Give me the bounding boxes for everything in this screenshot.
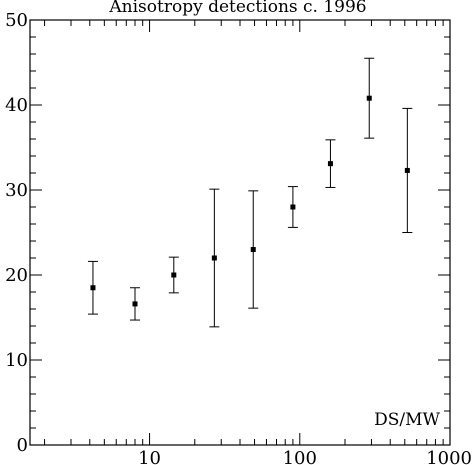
y-tick-label: 40 bbox=[5, 95, 28, 116]
point-marker bbox=[327, 161, 333, 167]
point-marker bbox=[366, 95, 372, 101]
data-points bbox=[87, 57, 413, 328]
plot-frame bbox=[29, 19, 451, 446]
dataset-annotation: DS/MW bbox=[374, 410, 440, 430]
y-tick-label: 20 bbox=[5, 265, 28, 286]
y-tick-label: 0 bbox=[17, 435, 28, 456]
point-marker bbox=[250, 247, 256, 252]
data-point bbox=[248, 190, 259, 309]
point-marker bbox=[211, 255, 217, 261]
data-point bbox=[130, 287, 140, 321]
y-tick-label: 10 bbox=[5, 350, 28, 371]
axis-tick-labels: 0 10 20 30 40 50 10 100 1000 bbox=[5, 10, 472, 465]
data-point bbox=[325, 139, 336, 188]
data-point bbox=[402, 107, 413, 233]
data-point bbox=[168, 256, 179, 294]
chart-title: Anisotropy detections c. 1996 bbox=[108, 0, 366, 17]
point-marker bbox=[90, 285, 96, 291]
axis-ticks bbox=[30, 19, 451, 446]
x-tick-label: 10 bbox=[138, 448, 161, 465]
x-tick-label: 100 bbox=[283, 448, 317, 465]
y-tick-label: 50 bbox=[5, 10, 28, 31]
data-point bbox=[364, 57, 375, 139]
point-marker bbox=[132, 301, 138, 307]
x-tick-label: 1000 bbox=[426, 448, 472, 465]
data-point bbox=[87, 260, 98, 315]
data-point bbox=[287, 186, 298, 228]
data-point bbox=[209, 188, 220, 328]
y-tick-label: 30 bbox=[5, 180, 28, 201]
point-marker bbox=[290, 204, 296, 210]
point-marker bbox=[171, 272, 177, 278]
point-marker bbox=[404, 167, 410, 173]
